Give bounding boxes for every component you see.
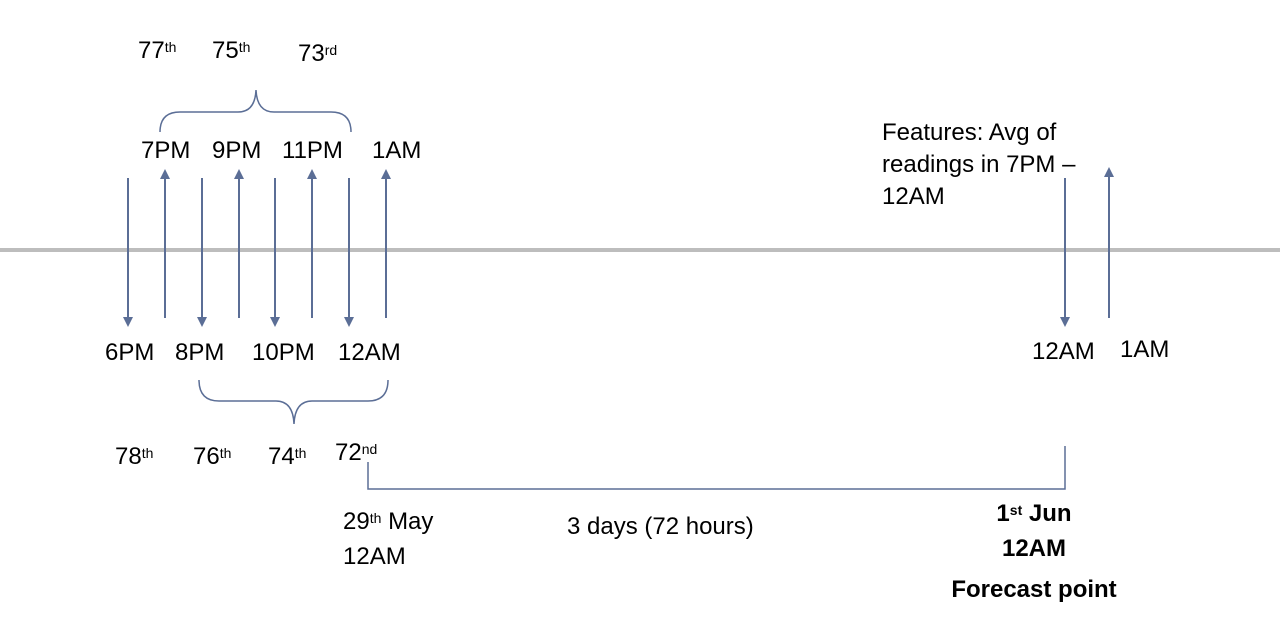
features-note: Features: Avg of readings in 7PM – 12AM <box>882 119 1076 210</box>
span-bracket <box>367 446 1066 490</box>
time-9pm: 9PM <box>212 137 262 164</box>
ordinal-77: 77th <box>138 37 177 64</box>
time-6pm: 6PM <box>105 339 155 366</box>
ordinal-74: 74th <box>268 443 307 470</box>
end-date-label: 1st Jun <box>996 500 1072 527</box>
time-11pm: 11PM <box>282 137 343 164</box>
span-label: 3 days (72 hours) <box>567 513 754 540</box>
time-12am: 12AM <box>338 339 401 366</box>
ordinal-73: 73rd <box>298 40 338 67</box>
forecast-time-1am: 1AM <box>1120 336 1170 363</box>
time-8pm: 8PM <box>175 339 225 366</box>
ordinal-78: 78th <box>115 443 154 470</box>
start-time-label: 12AM <box>343 543 406 570</box>
forecast-time-12am: 12AM <box>1032 338 1095 365</box>
ordinal-76: 76th <box>193 443 232 470</box>
top-brace <box>159 89 352 133</box>
ordinal-75: 75th <box>212 37 251 64</box>
bottom-brace <box>198 379 389 425</box>
start-date-label: 29th May <box>343 508 434 535</box>
end-time-label: 12AM <box>1001 535 1067 562</box>
time-10pm: 10PM <box>252 339 315 366</box>
time-1am: 1AM <box>372 137 422 164</box>
time-7pm: 7PM <box>141 137 191 164</box>
forecast-point-label: Forecast point <box>951 576 1117 603</box>
ordinal-72: 72nd <box>335 439 378 466</box>
